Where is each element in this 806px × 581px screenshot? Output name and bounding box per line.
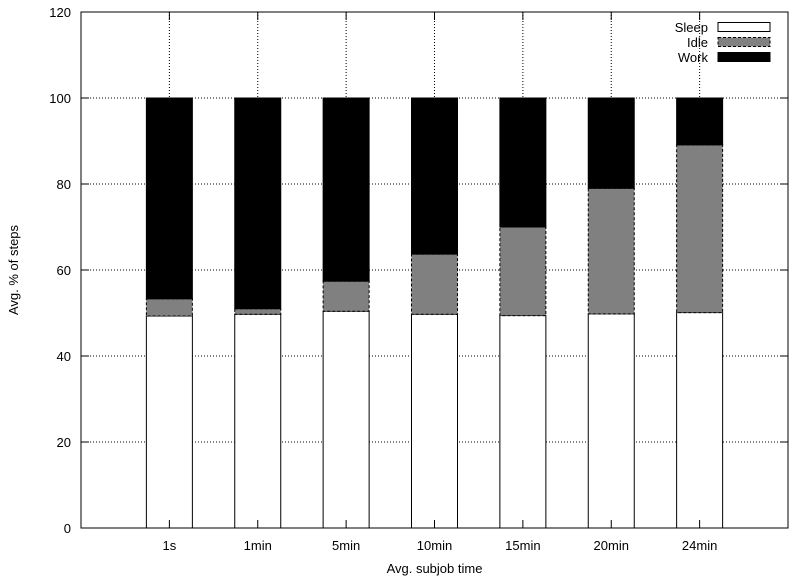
bar-work (676, 97, 724, 146)
x-tick-label: 20min (594, 538, 629, 553)
x-tick-label: 5min (332, 538, 360, 553)
x-tick-label: 1s (163, 538, 177, 553)
bar-idle (234, 308, 282, 315)
y-tick-label: 40 (57, 349, 71, 364)
bar-sleep (322, 310, 370, 529)
bar-idle (322, 280, 370, 312)
x-tick-label: 15min (505, 538, 540, 553)
bar-idle (411, 253, 458, 315)
legend-swatch-sleep (717, 22, 771, 32)
bar-idle (676, 144, 724, 314)
y-tick-label: 60 (57, 263, 71, 278)
axis-ticks: 0 20 40 60 80 100 120 1s 1min 5min 10min 15min 20min… (49, 5, 788, 553)
bar-sleep (587, 313, 635, 529)
legend-label: Sleep (675, 20, 708, 35)
bar-sleep (499, 315, 547, 529)
bar-sleep (234, 313, 282, 529)
bar-idle (499, 226, 547, 317)
y-tick-label: 120 (49, 5, 71, 20)
y-tick-label: 80 (57, 177, 71, 192)
bar-work (234, 97, 282, 310)
bar-sleep (676, 312, 724, 529)
bar-sleep (145, 315, 193, 529)
bar-sleep (411, 313, 458, 529)
legend-swatch-idle (717, 37, 771, 47)
y-tick-label: 20 (57, 435, 71, 450)
legend-label: Idle (687, 35, 708, 50)
bar-idle (145, 298, 193, 317)
y-axis-title: Avg. % of steps (6, 224, 21, 315)
y-tick-label: 0 (64, 521, 71, 536)
y-tick-label: 100 (49, 91, 71, 106)
bar-work (587, 97, 635, 189)
bar-work (411, 97, 458, 255)
x-tick-label: 1min (244, 538, 272, 553)
bars (145, 97, 724, 529)
x-tick-label: 24min (682, 538, 717, 553)
legend-label: Work (678, 50, 709, 65)
legend-swatch-work (717, 52, 771, 62)
bar-work (145, 97, 193, 300)
bar-work (322, 97, 370, 282)
x-tick-label: 10min (417, 538, 452, 553)
x-axis-title: Avg. subjob time (387, 561, 483, 576)
bar-idle (587, 187, 635, 315)
bar-work (499, 97, 547, 228)
